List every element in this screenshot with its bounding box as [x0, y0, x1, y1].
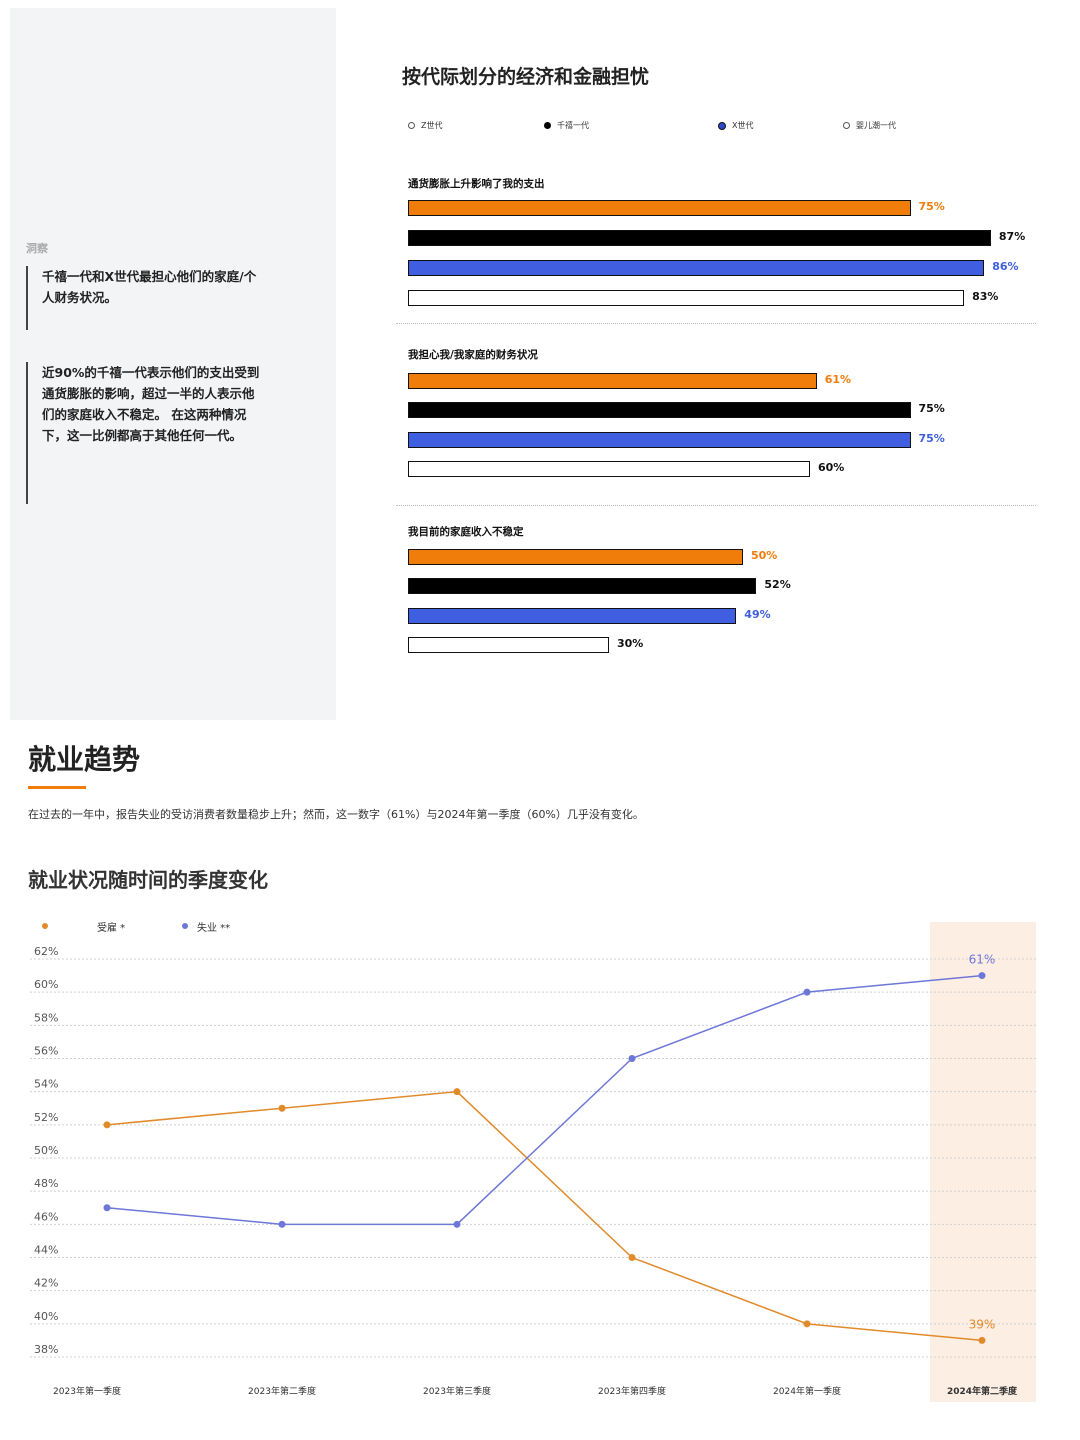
- y-tick-label: 60%: [34, 978, 58, 991]
- bar-value-label: 60%: [818, 461, 845, 474]
- x-tick-label: 2024年第二季度: [947, 1385, 1018, 1397]
- legend-marker: [182, 923, 188, 929]
- bar-group-divider: [396, 323, 1036, 324]
- bar-value-label: 75%: [918, 432, 945, 445]
- bar-boomer: [408, 290, 965, 306]
- bar-chart-title: 按代际划分的经济和金融担忧: [402, 66, 650, 88]
- legend-item-millennial: 千禧一代: [544, 120, 589, 131]
- bar-boomer: [408, 637, 609, 653]
- section-title: 就业趋势: [28, 743, 141, 776]
- legend-item-gen-z: Z世代: [408, 120, 442, 131]
- bar-gen-x: [408, 260, 985, 276]
- y-tick-label: 50%: [34, 1144, 58, 1157]
- bar-gen-x: [408, 608, 737, 624]
- bar-value-label: 50%: [751, 549, 778, 562]
- bar-group-title-inflation: 通货膨胀上升影响了我的支出: [408, 178, 545, 190]
- legend-marker: [42, 923, 48, 929]
- data-label-unemployed: 61%: [969, 953, 996, 967]
- bar-boomer: [408, 461, 810, 477]
- section-underline: [28, 786, 86, 789]
- data-point: [803, 988, 811, 996]
- y-tick-label: 38%: [34, 1343, 58, 1356]
- section-description: 在过去的一年中，报告失业的受访消费者数量稳步上升；然而，这一数字（61%）与20…: [28, 808, 644, 821]
- bar-group-title-worry: 我担心我/我家庭的财务状况: [408, 349, 538, 361]
- bar-value-label: 75%: [918, 200, 945, 213]
- legend-marker-boomer: [843, 122, 850, 129]
- legend-item-boomer: 婴儿潮一代: [843, 120, 896, 131]
- bar-value-label: 87%: [998, 230, 1026, 243]
- data-point: [453, 1220, 461, 1228]
- y-tick-label: 56%: [34, 1045, 58, 1058]
- x-tick-label: 2023年第二季度: [248, 1385, 316, 1397]
- insight-quote-1: 千禧一代和X世代最担心他们的家庭/个人财务状况。: [26, 266, 262, 330]
- insight-sidebar: [10, 8, 336, 720]
- insight-quote-2: 近90%的千禧一代表示他们的支出受到通货膨胀的影响，超过一半的人表示他们的家庭收…: [26, 362, 262, 504]
- bar-gen-z: [408, 200, 911, 216]
- legend-label-boomer: 婴儿潮一代: [856, 121, 896, 130]
- legend-label-millennial: 千禧一代: [557, 121, 589, 130]
- data-point: [803, 1320, 811, 1328]
- legend-marker-millennial: [544, 122, 551, 129]
- bar-value-label: 49%: [744, 608, 771, 621]
- x-tick-label: 2023年第四季度: [598, 1385, 666, 1397]
- data-point: [628, 1254, 636, 1261]
- line-chart-title: 就业状况随时间的季度变化: [28, 868, 268, 892]
- bar-value-label: 75%: [918, 402, 945, 415]
- y-tick-label: 48%: [34, 1177, 58, 1190]
- y-tick-label: 40%: [34, 1310, 58, 1323]
- bar-value-label: 86%: [992, 260, 1019, 273]
- bar-value-label: 83%: [972, 290, 999, 303]
- y-tick-label: 62%: [34, 945, 58, 958]
- highlight-band: [930, 922, 1036, 1402]
- bar-value-label: 30%: [617, 637, 644, 650]
- x-tick-label: 2023年第一季度: [53, 1385, 121, 1397]
- series-line-unemployed: [106, 974, 983, 1226]
- series-line-employed: [106, 1090, 983, 1342]
- legend-label-gen-x: X世代: [732, 121, 754, 130]
- legend-label: 失业 **: [197, 921, 230, 934]
- legend-item-gen-x: X世代: [718, 120, 753, 131]
- data-label-employed: 39%: [969, 1317, 996, 1331]
- bar-gen-z: [408, 549, 743, 565]
- data-point: [453, 1088, 461, 1096]
- bar-gen-z: [408, 373, 817, 389]
- legend-marker-gen-z: [408, 122, 415, 129]
- bar-millennial: [408, 578, 757, 594]
- bar-value-label: 52%: [764, 578, 791, 591]
- legend-label-gen-z: Z世代: [421, 121, 443, 130]
- y-tick-label: 52%: [34, 1111, 58, 1124]
- data-point: [103, 1121, 111, 1129]
- y-tick-label: 44%: [34, 1244, 58, 1257]
- bar-group-title-income: 我目前的家庭收入不稳定: [408, 526, 524, 538]
- legend-label: 受雇 *: [97, 921, 125, 934]
- legend-marker-gen-x: [718, 121, 726, 130]
- bar-millennial: [408, 230, 991, 246]
- y-tick-label: 42%: [34, 1277, 58, 1290]
- x-tick-label: 2024年第一季度: [773, 1385, 841, 1397]
- bar-value-label: 61%: [824, 373, 852, 386]
- y-tick-label: 58%: [34, 1011, 58, 1024]
- insight-label: 洞察: [26, 242, 48, 255]
- x-tick-label: 2023年第三季度: [423, 1385, 491, 1397]
- data-point: [628, 1055, 636, 1062]
- bar-group-divider: [396, 505, 1036, 506]
- data-point: [978, 972, 986, 980]
- data-point: [278, 1220, 286, 1228]
- data-point: [103, 1204, 111, 1212]
- data-point: [978, 1336, 986, 1344]
- bar-millennial: [408, 402, 911, 418]
- data-point: [278, 1104, 286, 1112]
- y-tick-label: 46%: [34, 1210, 58, 1223]
- bar-gen-x: [408, 432, 911, 448]
- line-chart: 62% 60% 58% 56% 54% 52% 50% 48% 46% 44% 42% 40% 38% 2…: [30, 921, 1036, 1402]
- y-tick-label: 54%: [34, 1078, 58, 1091]
